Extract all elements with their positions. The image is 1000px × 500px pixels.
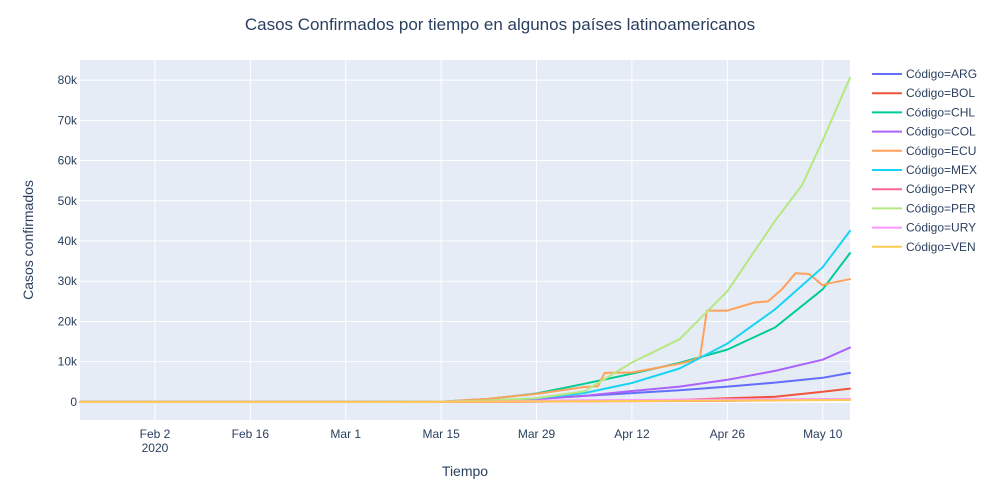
legend-item-mex[interactable]: Código=MEX (872, 163, 977, 177)
x-tick-year-label: 2020 (142, 441, 169, 455)
legend-label: Código=COL (906, 125, 976, 139)
legend-label: Código=ECU (906, 144, 976, 158)
x-tick-label: Apr 12 (614, 427, 650, 441)
legend-label: Código=PER (906, 201, 976, 215)
legend-item-bol[interactable]: Código=BOL (872, 86, 975, 100)
x-tick-label: Mar 1 (330, 427, 361, 441)
x-axis-title: Tiempo (442, 463, 488, 479)
y-tick-label: 80k (58, 73, 78, 87)
y-tick-label: 50k (58, 194, 78, 208)
legend-item-ury[interactable]: Código=URY (872, 221, 976, 235)
legend-item-arg[interactable]: Código=ARG (872, 67, 977, 81)
legend-item-per[interactable]: Código=PER (872, 201, 976, 215)
y-axis-ticks: 0 10k 20k 30k 40k 50k 60k 70k 80k (58, 73, 78, 409)
chart-title: Casos Confirmados por tiempo en algunos … (245, 15, 755, 34)
y-tick-label: 30k (58, 274, 78, 288)
legend-label: Código=BOL (906, 86, 975, 100)
x-tick-label: Mar 29 (518, 427, 556, 441)
y-tick-label: 0 (70, 395, 77, 409)
legend-label: Código=PRY (906, 182, 976, 196)
x-tick-label: Mar 15 (422, 427, 460, 441)
legend-item-ecu[interactable]: Código=ECU (872, 144, 976, 158)
legend[interactable]: Código=ARG Código=BOL Código=CHL Código=COL… (872, 67, 977, 254)
legend-item-col[interactable]: Código=COL (872, 125, 976, 139)
y-tick-label: 20k (58, 314, 78, 328)
legend-label: Código=MEX (906, 163, 977, 177)
y-tick-label: 40k (58, 234, 78, 248)
legend-label: Código=URY (906, 221, 976, 235)
y-tick-label: 60k (58, 154, 78, 168)
legend-label: Código=ARG (906, 67, 977, 81)
series-line-ven (79, 399, 851, 403)
legend-label: Código=CHL (906, 105, 975, 119)
y-tick-label: 10k (58, 355, 78, 369)
y-tick-label: 70k (58, 113, 78, 127)
x-tick-label: Feb 2 (140, 427, 171, 441)
x-tick-label: May 10 (803, 427, 843, 441)
legend-label: Código=VEN (906, 240, 976, 254)
plot-background (80, 60, 850, 420)
x-tick-label: Apr 26 (710, 427, 746, 441)
series-line-ecu (79, 272, 851, 403)
y-axis-title: Casos confirmados (20, 180, 36, 300)
series-lines (79, 76, 851, 403)
x-tick-label: Feb 16 (232, 427, 270, 441)
legend-item-pry[interactable]: Código=PRY (872, 182, 976, 196)
legend-item-chl[interactable]: Código=CHL (872, 105, 975, 119)
legend-item-ven[interactable]: Código=VEN (872, 240, 976, 254)
